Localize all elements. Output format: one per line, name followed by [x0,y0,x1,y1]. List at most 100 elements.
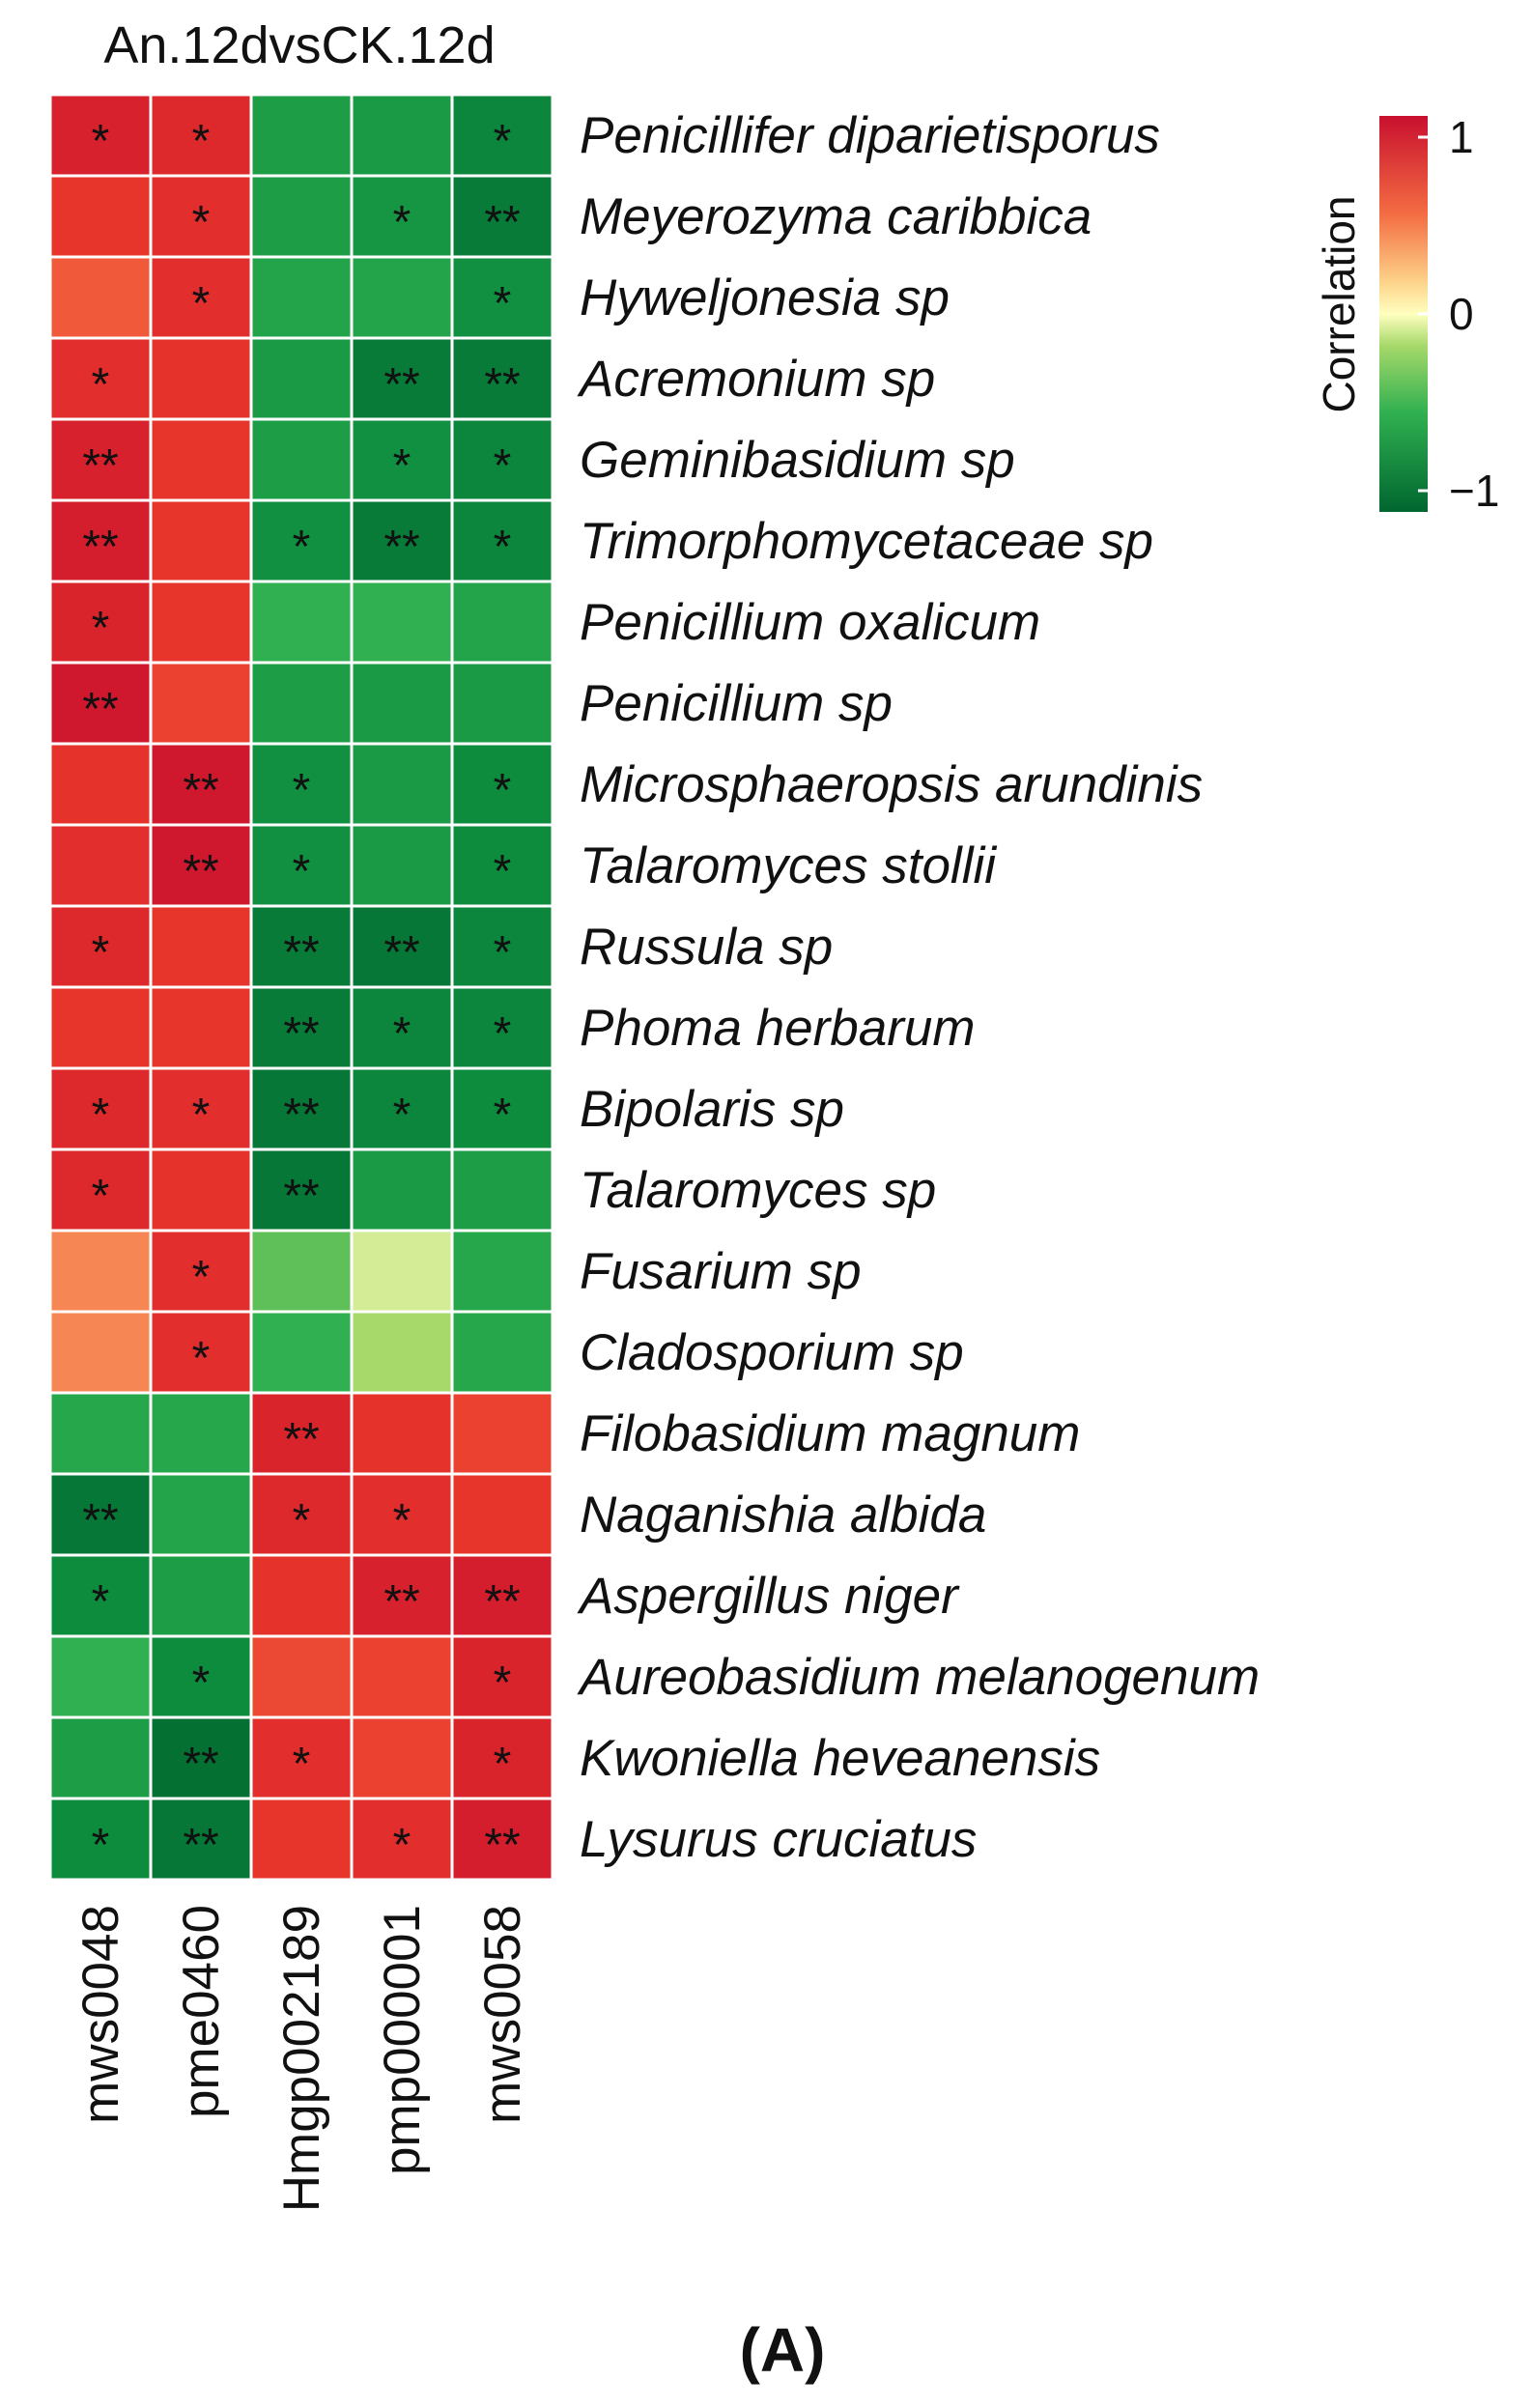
heatmap-cell [350,255,454,340]
heatmap-cell [350,93,454,178]
significance-mark: * [92,359,110,411]
significance-mark: * [494,1657,512,1709]
heatmap-cell [149,1310,253,1395]
significance-mark: ** [283,1008,319,1060]
significance-mark: * [92,1171,110,1222]
column-label: Hmgp002189 [273,1905,330,2212]
significance-mark: * [494,440,512,492]
column-label: pmp000001 [374,1905,431,2175]
row-label: Bipolaris sp [580,1081,844,1138]
heatmap-cell [48,1553,153,1638]
column-label: pme0460 [173,1905,230,2118]
heatmap-cell [48,1634,153,1719]
heatmap-cell [450,174,554,259]
heatmap-cell [249,985,354,1070]
significance-mark: * [494,1739,512,1790]
heatmap-cell [350,336,454,421]
heatmap-cell [249,1310,354,1395]
significance-mark: ** [183,765,218,816]
heatmap-cell [249,1715,354,1800]
heatmap-cell [149,904,253,989]
row-label: Penicillifer diparietisporus [580,107,1160,164]
heatmap-cell [450,1715,554,1800]
colorbar: Correlation 1 0 −1 [1314,112,1499,516]
colorbar-title: Correlation [1314,196,1364,413]
row-label: Trimorphomycetaceae sp [580,513,1153,570]
heatmap-cell [149,661,253,746]
heatmap-cell [48,1715,153,1800]
significance-mark: ** [283,927,319,978]
row-label: Microsphaeropsis arundinis [580,756,1203,813]
colorbar-tick-label: 1 [1449,112,1474,162]
row-label: Geminibasidium sp [580,432,1015,489]
heatmap-cell [350,1310,454,1395]
significance-mark: * [293,765,311,816]
heatmap-cell [350,1391,454,1476]
heatmap-cell [350,1229,454,1314]
heatmap-cell [450,417,554,502]
significance-marks: * * ** * *** ** ** **** * *** * ** ****** * *** * ** ** **… [82,116,520,1871]
significance-mark: * [494,846,512,897]
heatmap-cell [450,1229,554,1314]
significance-mark: ** [183,1739,218,1790]
heatmap-cell [450,1634,554,1719]
significance-mark: ** [82,440,118,492]
row-label: Russula sp [580,919,833,976]
heatmap-cell [149,1553,253,1638]
heatmap-cell [450,1310,554,1395]
row-label: Talaromyces sp [580,1162,936,1219]
significance-mark: * [192,1333,211,1384]
heatmap-cell [450,498,554,583]
heatmap-cell [350,1634,454,1719]
heatmap-cell [249,1229,354,1314]
column-label: mws0048 [72,1905,129,2124]
heatmap-cell [450,823,554,908]
heatmap-cell [249,742,354,827]
significance-mark: * [494,116,512,167]
row-label: Phoma herbarum [580,1000,975,1057]
heatmap-cell [48,985,153,1070]
significance-mark: ** [82,1495,118,1546]
heatmap-cell [450,255,554,340]
significance-mark: ** [484,359,520,411]
heatmap-cell [350,1472,454,1557]
heatmap-cell [450,336,554,421]
significance-mark: ** [283,1414,319,1465]
row-label: Filobasidium magnum [580,1405,1080,1462]
significance-mark: * [192,1090,211,1141]
significance-mark: * [92,1576,110,1628]
significance-mark: * [92,1820,110,1871]
heatmap-cell [48,661,153,746]
heatmap-cell [450,985,554,1070]
heatmap-cell [249,93,354,178]
significance-mark: ** [383,522,419,573]
column-labels: mws0048 pme0460 Hmgp002189 pmp000001 mws0058 [72,1905,531,2212]
heatmap-cell [350,1553,454,1638]
heatmap-cell [450,904,554,989]
row-label: Lysurus cruciatus [580,1811,977,1868]
heatmap-cell [350,1797,454,1882]
heatmap-cell [350,1147,454,1232]
row-label: Hyweljonesia sp [580,269,950,326]
significance-mark: ** [183,846,218,897]
significance-mark: * [293,1739,311,1790]
heatmap-cell [249,1634,354,1719]
significance-mark: * [293,1495,311,1546]
heatmap-cell [149,1391,253,1476]
significance-mark: * [293,522,311,573]
heatmap-cells [48,93,554,1882]
significance-mark: ** [82,522,118,573]
heatmap-cell [149,580,253,665]
heatmap-cell [48,742,153,827]
heatmap-cell [249,1472,354,1557]
heatmap-cell [48,93,153,178]
significance-mark: * [494,765,512,816]
significance-mark: ** [484,197,520,248]
chart-title: An.12dvsCK.12d [103,16,495,74]
heatmap-cell [450,661,554,746]
heatmap-cell [450,742,554,827]
heatmap-cell [350,580,454,665]
heatmap-cell [149,1147,253,1232]
significance-mark: * [192,197,211,248]
